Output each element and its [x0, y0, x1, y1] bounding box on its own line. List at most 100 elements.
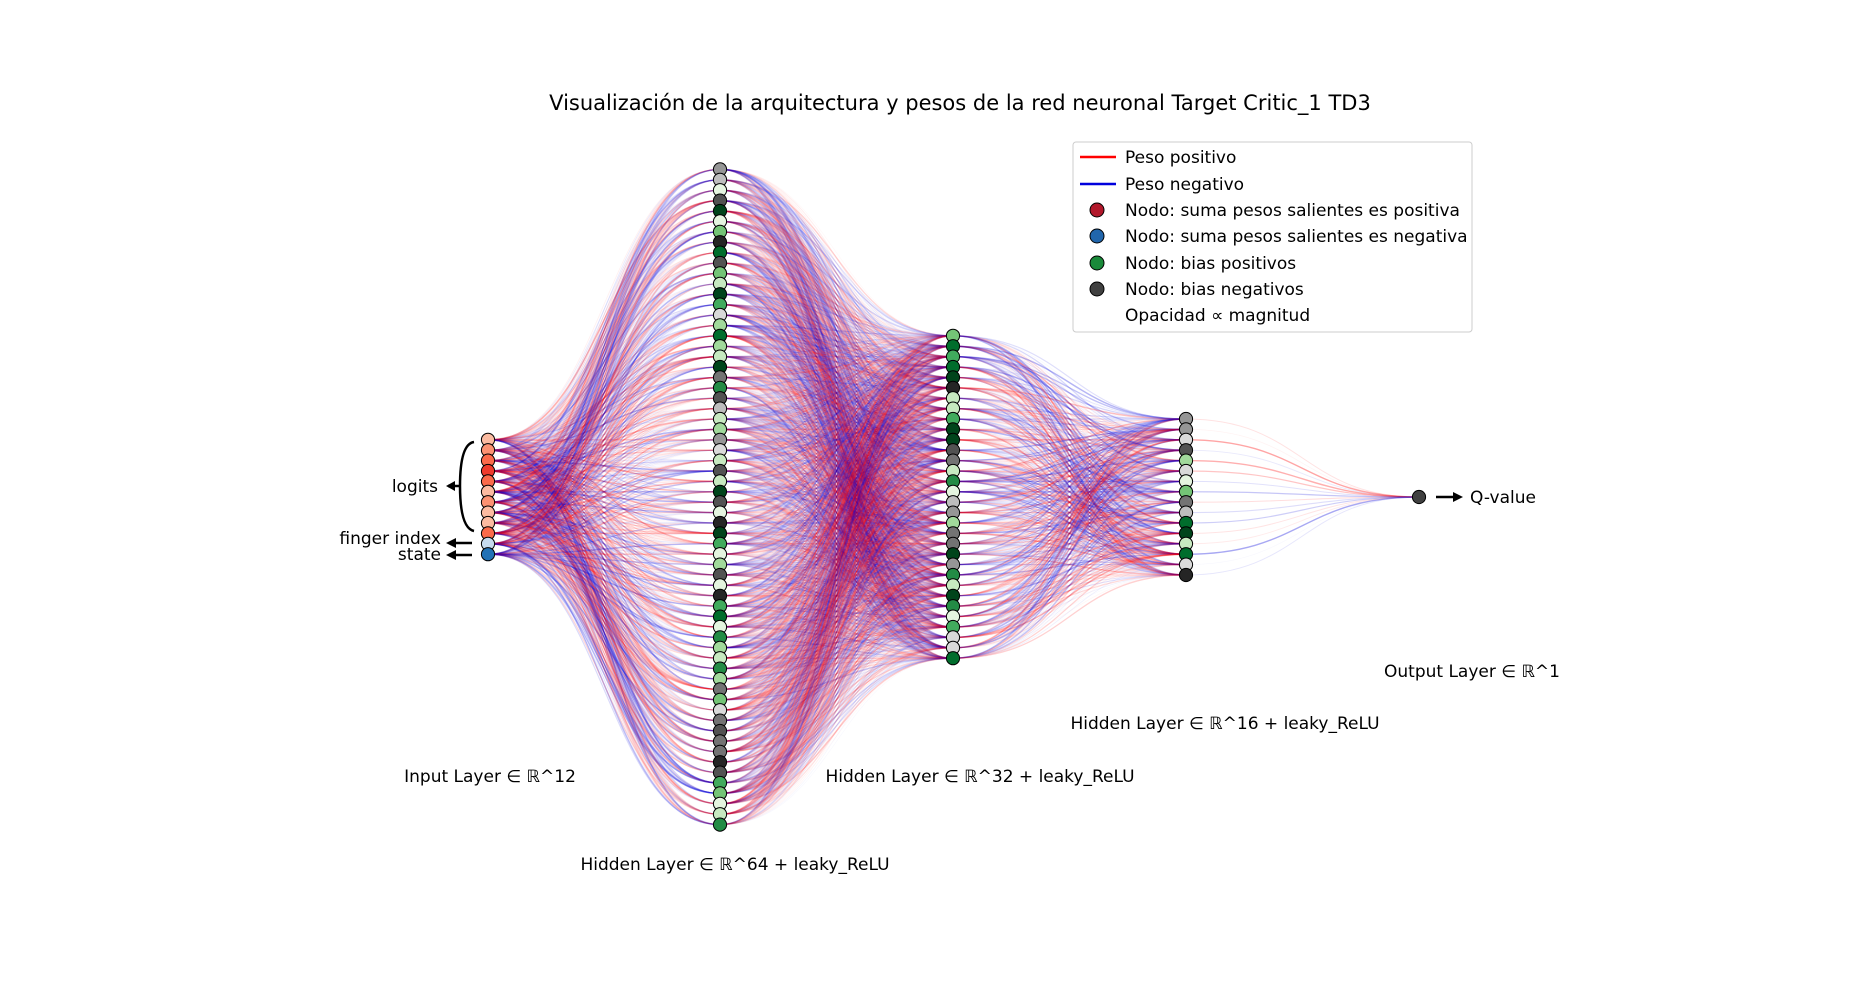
- weight-connection: [719, 314, 954, 441]
- weight-connection: [487, 481, 721, 555]
- weight-connection: [719, 387, 954, 410]
- weight-connection: [719, 210, 954, 659]
- weight-connection: [487, 532, 721, 638]
- weight-connection: [487, 460, 721, 545]
- weight-connection: [719, 418, 954, 545]
- weight-connection: [487, 449, 721, 701]
- weight-connection: [719, 335, 954, 420]
- weight-connection: [487, 553, 721, 597]
- weight-connection: [487, 501, 721, 628]
- weight-connection: [487, 449, 721, 462]
- weight-connection: [487, 252, 721, 493]
- weight-connection: [719, 491, 954, 649]
- weight-connection: [719, 304, 954, 462]
- weight-connection: [719, 470, 954, 483]
- weight-connection: [719, 314, 954, 524]
- weight-connection: [487, 543, 721, 753]
- weight-connection: [719, 324, 954, 420]
- weight-connection: [487, 553, 721, 805]
- weight-connection: [719, 324, 954, 399]
- weight-connection: [487, 512, 721, 534]
- weight-connection: [719, 418, 954, 431]
- weight-connection: [487, 293, 721, 503]
- weight-connection: [487, 189, 721, 545]
- weight-connection: [487, 459, 721, 701]
- weight-connection: [719, 210, 954, 451]
- weight-connection: [719, 439, 954, 482]
- weight-connection: [719, 439, 954, 618]
- weight-connection: [719, 376, 954, 545]
- weight-connection: [719, 241, 954, 576]
- weight-connection: [487, 491, 721, 732]
- weight-connection: [719, 366, 954, 483]
- weight-connection: [487, 501, 721, 732]
- weight-connection: [487, 491, 721, 638]
- weight-connection: [719, 179, 954, 503]
- weight-connection: [487, 324, 721, 555]
- weight-connection: [719, 252, 954, 441]
- weight-connection: [719, 418, 954, 441]
- weight-connection: [719, 314, 954, 462]
- weight-connection: [719, 262, 954, 378]
- weight-connection: [719, 314, 954, 379]
- weight-connection: [487, 220, 721, 534]
- weight-connection: [719, 366, 954, 493]
- weight-connection: [719, 460, 954, 493]
- weight-connection: [719, 231, 954, 566]
- weight-connection: [487, 459, 721, 607]
- weight-connection: [487, 449, 721, 711]
- weight-connection: [719, 460, 954, 482]
- weight-connection: [719, 439, 954, 482]
- weight-connection: [719, 303, 954, 358]
- weight-connection: [719, 366, 954, 389]
- weight-connection: [487, 241, 721, 462]
- weight-connection: [487, 293, 721, 493]
- weight-connection: [487, 522, 721, 722]
- weight-connection: [487, 335, 721, 482]
- weight-connection: [487, 355, 721, 503]
- weight-connection: [719, 335, 954, 379]
- weight-connection: [719, 272, 954, 597]
- weight-connection: [487, 335, 721, 503]
- weight-connection: [719, 428, 954, 472]
- weight-connection: [487, 210, 721, 451]
- weight-connection: [719, 345, 954, 649]
- weight-connection: [487, 439, 721, 513]
- weight-connection: [487, 470, 721, 514]
- weight-connection: [487, 366, 721, 555]
- weight-connection: [1185, 496, 1420, 555]
- weight-connection: [487, 491, 721, 555]
- weight-connection: [719, 439, 954, 472]
- weight-connection: [719, 397, 954, 586]
- weight-connection: [487, 355, 721, 535]
- weight-connection: [719, 168, 954, 628]
- weight-connection: [487, 491, 721, 701]
- weight-connection: [487, 397, 721, 524]
- weight-connection: [487, 428, 721, 524]
- weight-connection: [487, 304, 721, 441]
- weight-connection: [487, 293, 721, 545]
- weight-connection: [487, 283, 721, 462]
- weight-connection: [487, 460, 721, 742]
- weight-connection: [487, 543, 721, 576]
- weight-connection: [487, 314, 721, 472]
- weight-connection: [719, 283, 954, 462]
- weight-connection: [487, 231, 721, 514]
- weight-connection: [487, 532, 721, 711]
- weight-connection: [719, 293, 954, 535]
- weight-connection: [719, 262, 954, 472]
- weight-connection: [719, 376, 954, 576]
- weight-connection: [719, 293, 954, 389]
- weight-connection: [719, 345, 954, 483]
- weight-connection: [719, 210, 954, 535]
- weight-connection: [719, 303, 954, 524]
- weight-connection: [719, 449, 954, 649]
- weight-connection: [487, 501, 721, 534]
- logits-arrow-head: [446, 481, 455, 491]
- weight-connection: [719, 324, 954, 503]
- weight-connection: [719, 231, 954, 420]
- weight-connection: [487, 460, 721, 670]
- weight-connection: [487, 511, 721, 722]
- weight-connection: [719, 210, 954, 389]
- weight-connection: [719, 304, 954, 618]
